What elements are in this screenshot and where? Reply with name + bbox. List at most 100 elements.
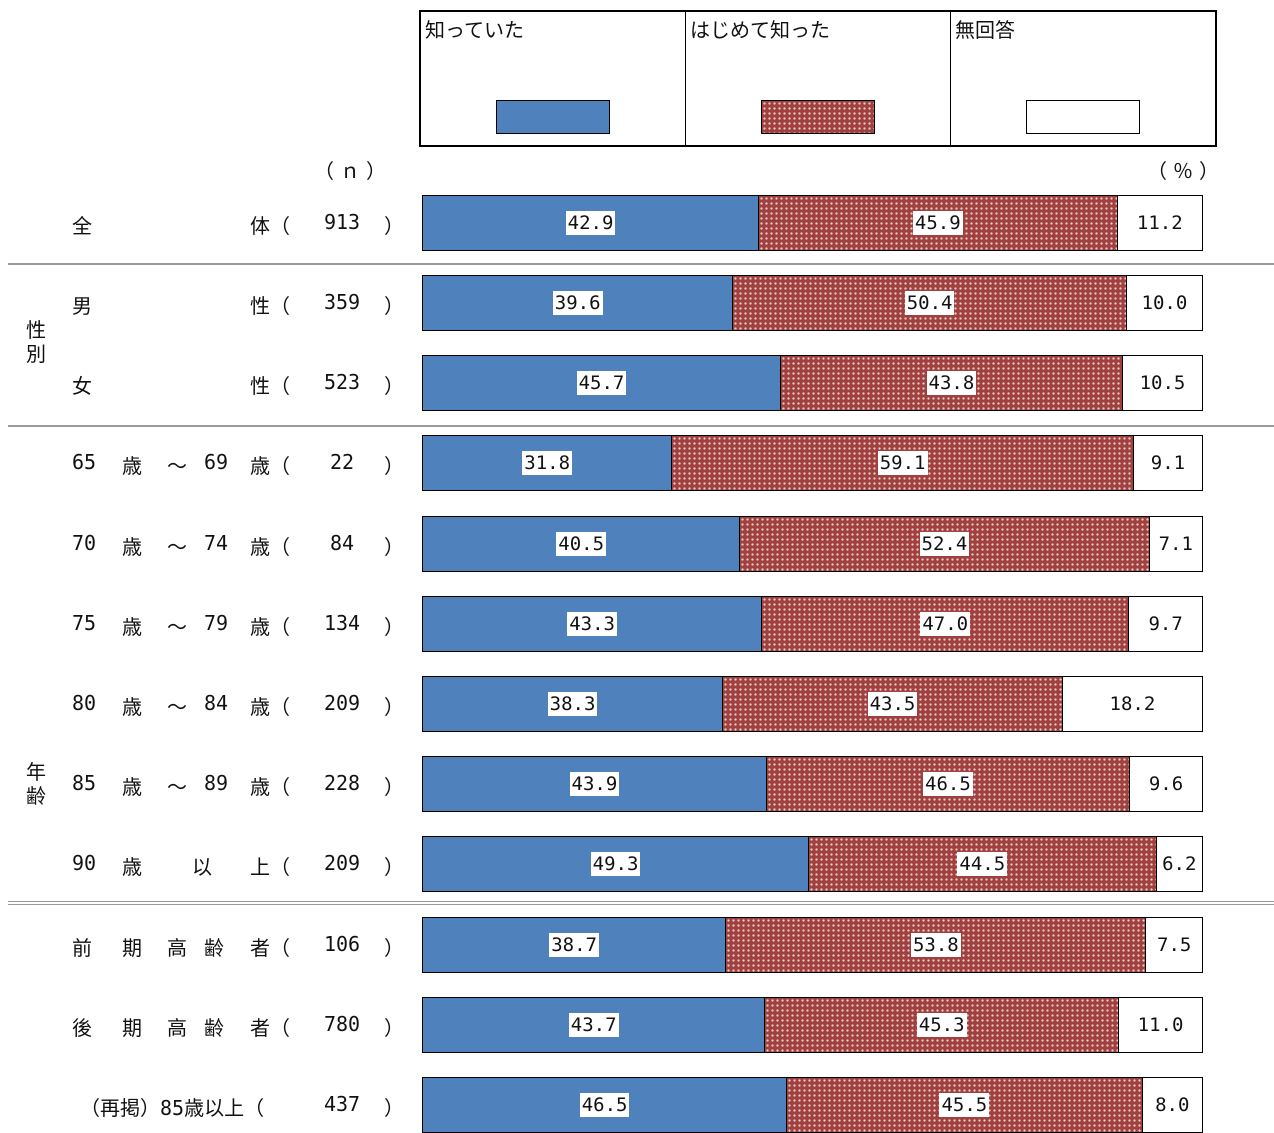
row-label-part: ～ xyxy=(167,454,187,478)
row-label-part: 高 xyxy=(167,936,187,960)
bar-segment-first-time: 47.0 xyxy=(761,597,1129,651)
legend-item-first-time: はじめて知った xyxy=(686,12,951,145)
legend-label-knew: 知っていた xyxy=(425,18,524,42)
bar-segment-no-answer: 11.2 xyxy=(1116,196,1202,250)
data-label: 9.7 xyxy=(1146,612,1185,636)
row-close-paren: ） xyxy=(384,695,404,719)
row-close-paren: ） xyxy=(384,615,404,639)
bar-segment-knew: 38.7 xyxy=(423,918,726,972)
row-label-part: ～ xyxy=(167,535,187,559)
row-label-part: 者（ xyxy=(250,1016,290,1040)
data-label: 6.2 xyxy=(1160,852,1199,876)
row-close-paren: ） xyxy=(384,855,404,879)
bar-segment-first-time: 59.1 xyxy=(671,436,1133,490)
group-label-sex-text: 性別 xyxy=(26,318,46,366)
bar-segment-first-time: 52.4 xyxy=(739,517,1149,571)
bar-segment-knew: 42.9 xyxy=(423,196,759,250)
row-label-part: 歳（ xyxy=(250,775,290,799)
row-label: 後 期 高齢 者（ 780 ） xyxy=(72,997,412,1053)
row-label-part: 高 xyxy=(167,1016,187,1040)
data-label: 38.7 xyxy=(549,933,599,957)
bar-segment-knew: 43.3 xyxy=(423,597,762,651)
row-label: 男 性（ 359 ） xyxy=(72,275,412,331)
legend-label-no-answer: 無回答 xyxy=(955,18,1015,42)
data-label: 7.5 xyxy=(1155,933,1194,957)
row-label-part: 89 xyxy=(204,771,229,795)
data-label: 38.3 xyxy=(547,692,598,716)
legend-swatch-knew xyxy=(496,100,610,134)
data-label: 59.1 xyxy=(877,451,928,475)
legend-label-first-time: はじめて知った xyxy=(690,18,830,42)
row-label-part: 歳（ xyxy=(250,454,290,478)
bar-segment-knew: 45.7 xyxy=(423,356,780,410)
data-label: 45.5 xyxy=(939,1093,990,1117)
row-label-part: 歳（ xyxy=(250,695,290,719)
row-label-part: 者（ xyxy=(250,936,290,960)
row-label-part: 歳 xyxy=(122,615,142,639)
row-label: 80 歳 ～ 84 歳（ 209 ） xyxy=(72,676,412,732)
row-label-part: 性（ xyxy=(250,374,290,398)
bar-segment-first-time: 45.3 xyxy=(764,998,1119,1052)
row-label-part: 歳 xyxy=(122,454,142,478)
bar-row: 40.5 52.4 7.1 xyxy=(422,516,1203,572)
row-label: 85 歳 ～ 89 歳（ 228 ） xyxy=(72,756,412,812)
row-close-paren: ） xyxy=(384,214,404,238)
bar-segment-no-answer: 11.0 xyxy=(1118,998,1202,1052)
data-label: 39.6 xyxy=(552,291,603,315)
row-label-part: 期 xyxy=(122,936,142,960)
bar-segment-first-time: 44.5 xyxy=(808,837,1156,891)
data-label: 44.5 xyxy=(957,852,1008,876)
row-label-part: 80 xyxy=(72,691,97,715)
row-close-paren: ） xyxy=(384,775,404,799)
row-label-part: 体（ xyxy=(250,214,290,238)
row-n-value: 913 xyxy=(323,210,361,234)
data-label: 49.3 xyxy=(590,852,641,876)
data-label: 46.5 xyxy=(923,772,973,796)
row-label-part: 性（ xyxy=(250,294,290,318)
data-label: 31.8 xyxy=(522,451,573,475)
bar-segment-knew: 46.5 xyxy=(423,1078,787,1132)
row-label-part: 85 xyxy=(72,771,97,795)
row-label: 前 期 高齢 者（ 106 ） xyxy=(72,917,412,973)
bar-segment-first-time: 43.8 xyxy=(779,356,1122,410)
bar-segment-no-answer: 10.5 xyxy=(1121,356,1202,410)
bar-segment-first-time: 50.4 xyxy=(732,276,1126,330)
data-label: 43.3 xyxy=(567,612,617,636)
row-n-value: 228 xyxy=(323,771,361,795)
data-label: 10.5 xyxy=(1137,371,1188,395)
bar-segment-no-answer: 10.0 xyxy=(1125,276,1202,330)
row-close-paren: ） xyxy=(384,1096,404,1120)
row-label-part: 歳 xyxy=(122,695,142,719)
bar-segment-no-answer: 18.2 xyxy=(1061,677,1202,731)
row-label-part: 歳（ xyxy=(250,535,290,559)
bar-row: 43.9 46.5 9.6 xyxy=(422,756,1203,812)
data-label: 18.2 xyxy=(1107,692,1158,716)
row-label-part: 歳（ xyxy=(250,615,290,639)
group-label-sex: 性別 xyxy=(26,318,46,366)
data-label: 46.5 xyxy=(579,1093,630,1117)
data-label: 45.3 xyxy=(916,1013,967,1037)
row-label: 女 性（ 523 ） xyxy=(72,355,412,411)
bar-row: 43.3 47.0 9.7 xyxy=(422,596,1203,652)
row-label-part: 女 xyxy=(72,374,92,398)
row-n-value: 523 xyxy=(323,370,361,394)
data-label: 45.9 xyxy=(912,211,963,235)
bar-segment-knew: 40.5 xyxy=(423,517,740,571)
row-label: 75 歳 ～ 79 歳（ 134 ） xyxy=(72,596,412,652)
bar-segment-knew: 31.8 xyxy=(423,436,672,490)
legend-swatch-first-time xyxy=(761,100,875,134)
data-label: 9.6 xyxy=(1146,772,1186,796)
row-n-value: 84 xyxy=(329,531,355,555)
group-label-age-text: 年齢 xyxy=(26,760,46,808)
bar-segment-knew: 43.7 xyxy=(423,998,765,1052)
row-label-part: 以 xyxy=(192,855,212,879)
bar-row: 46.5 45.5 8.0 xyxy=(422,1077,1203,1133)
data-label: 43.7 xyxy=(568,1013,619,1037)
row-n-value: 437 xyxy=(323,1092,361,1116)
row-close-paren: ） xyxy=(384,1016,404,1040)
data-label: 50.4 xyxy=(904,291,955,315)
separator-double-line xyxy=(8,901,1274,905)
bar-row: 49.3 44.5 6.2 xyxy=(422,836,1203,892)
data-label: 52.4 xyxy=(919,532,970,556)
legend-item-knew: 知っていた xyxy=(421,12,686,145)
